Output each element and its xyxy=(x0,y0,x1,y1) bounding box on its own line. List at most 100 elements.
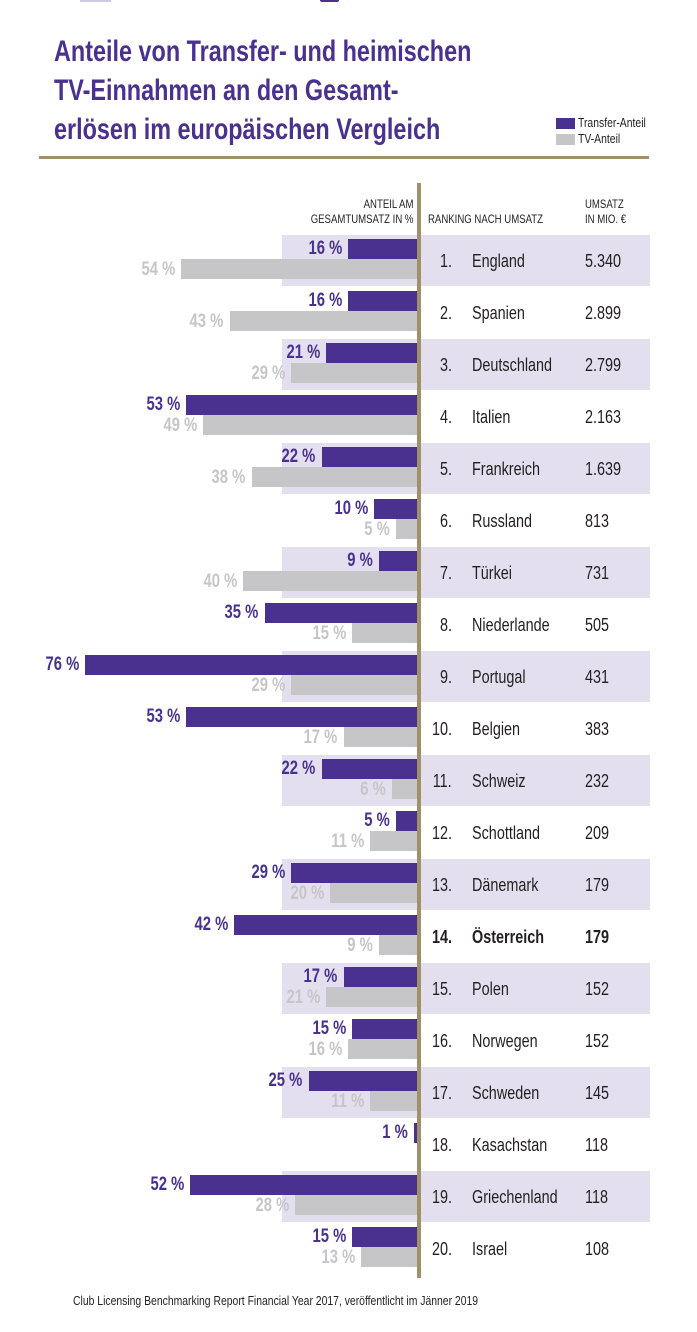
bar-transfer xyxy=(185,395,418,415)
bar-tv xyxy=(347,1039,418,1059)
country-label: Israel xyxy=(472,1239,508,1259)
country-label: Portugal xyxy=(472,667,526,687)
bar-tv xyxy=(295,1195,418,1215)
country-label: Schottland xyxy=(472,823,541,843)
value-label-transfer: 16 % xyxy=(308,290,342,311)
bar-tv xyxy=(352,623,418,643)
bar-tv xyxy=(396,519,418,539)
top-decoration xyxy=(320,0,339,2)
bar-tv xyxy=(330,883,418,903)
revenue-label: 813 xyxy=(585,511,610,531)
country-label: England xyxy=(472,251,525,271)
value-label-tv: 38 % xyxy=(211,467,246,488)
bar-transfer xyxy=(347,239,418,259)
bar-transfer xyxy=(234,915,418,935)
revenue-label: 108 xyxy=(585,1239,610,1259)
bar-transfer xyxy=(396,811,418,831)
country-label: Polen xyxy=(472,979,509,999)
revenue-label: 383 xyxy=(585,719,610,739)
value-label-transfer: 76 % xyxy=(45,654,80,675)
bar-transfer xyxy=(347,291,418,311)
top-decoration xyxy=(80,0,111,2)
country-label: Deutschland xyxy=(472,355,553,375)
rank-label: 7. xyxy=(439,563,452,583)
rank-label: 19. xyxy=(431,1187,452,1207)
rank-label: 8. xyxy=(439,615,452,635)
chart-title: Anteile von Transfer- und heimischen TV-… xyxy=(54,32,471,149)
value-label-tv: 20 % xyxy=(290,883,325,904)
legend: Transfer-Anteil TV-Anteil xyxy=(556,115,663,147)
value-label-transfer: 22 % xyxy=(281,758,316,779)
value-label-tv: 29 % xyxy=(251,675,285,696)
bar-tv xyxy=(369,831,418,851)
revenue-label: 145 xyxy=(585,1083,610,1103)
country-label: Russland xyxy=(472,511,533,531)
country-label: Frankreich xyxy=(472,459,541,479)
country-label: Griechenland xyxy=(472,1187,558,1207)
rank-label: 9. xyxy=(439,667,452,687)
value-label-tv: 54 % xyxy=(141,259,176,280)
revenue-label: 731 xyxy=(585,563,610,583)
country-label: Spanien xyxy=(472,303,525,323)
value-label-tv: 16 % xyxy=(308,1039,342,1060)
value-label-transfer: 52 % xyxy=(150,1174,185,1195)
bar-transfer xyxy=(185,707,418,727)
rank-label: 12. xyxy=(431,823,452,843)
title-line-2: TV-Einnahmen an den Gesamt- xyxy=(54,74,399,107)
value-label-tv: 6 % xyxy=(360,779,386,800)
chart-axis xyxy=(417,183,421,1278)
value-label-transfer: 16 % xyxy=(308,238,342,259)
revenue-label: 5.340 xyxy=(585,251,622,271)
bar-transfer xyxy=(290,863,418,883)
column-header-revenue: UMSATZ IN MIO. € xyxy=(585,197,626,227)
bar-tv xyxy=(229,311,418,331)
value-label-transfer: 5 % xyxy=(364,810,391,831)
value-label-transfer: 10 % xyxy=(334,498,369,519)
value-label-transfer: 9 % xyxy=(347,550,373,571)
value-label-transfer: 29 % xyxy=(251,862,285,883)
value-label-transfer: 17 % xyxy=(303,966,338,987)
title-rule xyxy=(39,156,649,159)
bar-tv xyxy=(181,259,418,279)
rank-label: 17. xyxy=(431,1083,452,1103)
rank-label: 6. xyxy=(439,511,452,531)
country-label: Schweden xyxy=(472,1083,540,1103)
bar-tv xyxy=(361,1247,418,1267)
column-header-revenue-line1: UMSATZ xyxy=(585,197,624,211)
value-label-tv: 49 % xyxy=(163,415,198,436)
bar-transfer xyxy=(343,967,418,987)
bar-tv xyxy=(369,1091,418,1111)
value-label-transfer: 22 % xyxy=(281,446,316,467)
revenue-label: 179 xyxy=(585,875,610,895)
revenue-label: 1.639 xyxy=(585,459,622,479)
revenue-label: 232 xyxy=(585,771,610,791)
bar-transfer xyxy=(264,603,418,623)
rank-label: 2. xyxy=(439,303,452,323)
title-line-3: erlösen im europäischen Vergleich xyxy=(54,113,441,146)
country-label: Kasachstan xyxy=(472,1135,548,1155)
bar-transfer xyxy=(352,1019,418,1039)
rank-label: 14. xyxy=(431,927,452,947)
bar-transfer xyxy=(378,551,418,571)
bar-transfer xyxy=(413,1123,418,1143)
country-label: Niederlande xyxy=(472,615,550,635)
bar-transfer xyxy=(85,655,418,675)
legend-item-tv: TV-Anteil xyxy=(556,131,663,147)
country-label: Türkei xyxy=(472,563,513,583)
column-header-revenue-line2: IN MIO. € xyxy=(585,212,627,226)
bar-transfer xyxy=(352,1227,418,1247)
bar-tv xyxy=(242,571,418,591)
country-label: Belgien xyxy=(472,719,521,739)
legend-item-transfer: Transfer-Anteil xyxy=(556,115,663,131)
bar-tv xyxy=(391,779,418,799)
rank-label: 1. xyxy=(439,251,452,271)
country-label: Dänemark xyxy=(472,875,539,895)
value-label-transfer: 15 % xyxy=(312,1226,347,1247)
value-label-tv: 9 % xyxy=(347,935,373,956)
revenue-label: 431 xyxy=(585,667,610,687)
rank-label: 11. xyxy=(433,771,452,791)
revenue-label: 2.799 xyxy=(585,355,622,375)
rank-label: 18. xyxy=(431,1135,452,1155)
bar-transfer xyxy=(308,1071,418,1091)
